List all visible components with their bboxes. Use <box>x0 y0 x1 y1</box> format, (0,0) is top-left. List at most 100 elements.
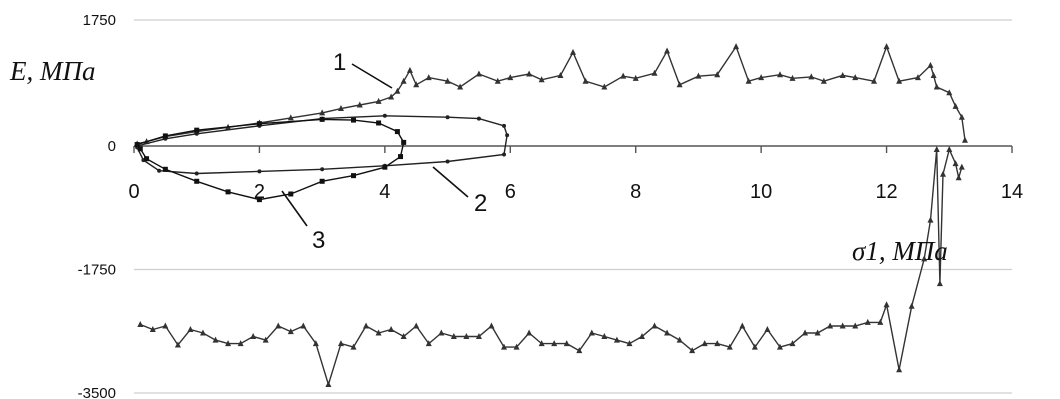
curve-1-upper-point-29 <box>632 74 639 81</box>
curve-3-point-11 <box>351 173 356 179</box>
curve-1-lower-line <box>140 147 963 387</box>
curve-1-upper-point-39 <box>789 74 796 81</box>
x-tick-label-1: 2 <box>254 181 265 203</box>
curve-1-upper-point-27 <box>601 83 608 90</box>
curve-3 <box>134 116 407 203</box>
curve-1-lower-point-5 <box>199 329 206 336</box>
curve-1-upper-point-52 <box>952 102 959 109</box>
curve-2-point-7 <box>476 116 481 121</box>
curve-1-upper-point-14 <box>406 66 413 73</box>
x-tick-label-4: 8 <box>630 181 641 203</box>
curve-2-point-5 <box>382 113 387 118</box>
curve-1-lower-point-41 <box>651 322 658 329</box>
curve-1-lower-point-61 <box>896 366 903 373</box>
curve-1-upper-point-15 <box>413 81 420 88</box>
curve-1-upper-point-22 <box>526 70 533 77</box>
curve-1-lower-point-23 <box>425 340 432 347</box>
curve-1-lower-point-68 <box>946 146 953 153</box>
curve-2-point-16 <box>157 168 162 173</box>
curve-1-upper-point-16 <box>425 74 432 81</box>
x-tick-label-0: 0 <box>128 181 139 203</box>
curve-1-lower-point-33 <box>551 340 558 347</box>
curve-3-point-9 <box>398 154 404 160</box>
curve-1-lower-point-66 <box>936 280 943 287</box>
curve-1-lower-point-16 <box>337 340 344 347</box>
curve-1-upper-point-53 <box>958 113 965 120</box>
curve-3-point-4 <box>319 116 325 122</box>
curve-2-point-11 <box>445 159 450 164</box>
y-axis-title: Е, МПа <box>9 56 95 86</box>
curve-1-upper-point-13 <box>400 77 407 84</box>
curve-1-upper-point-31 <box>664 47 671 54</box>
curve-1-lower-point-10 <box>262 336 269 343</box>
curve-1-lower-point-26 <box>463 333 470 340</box>
curve-1-upper-point-49 <box>930 71 937 78</box>
x-tick-label-7: 14 <box>1001 181 1023 203</box>
curve-2 <box>135 113 510 176</box>
curve-1-upper-point-50 <box>933 83 940 90</box>
curve-1-upper-point-11 <box>388 93 395 100</box>
curve-2-point-13 <box>320 167 325 172</box>
curve-1-lower-point-71 <box>958 163 965 170</box>
curve-3-point-8 <box>401 139 407 145</box>
curve-2-line <box>136 115 508 175</box>
curve-1-upper-point-54 <box>961 136 968 143</box>
annotation-1: 1 <box>333 49 346 76</box>
curve-1-lower-point-56 <box>839 322 846 329</box>
curve-1-lower-point-42 <box>664 329 671 336</box>
curve-1-lower-point-35 <box>576 347 583 354</box>
annotation-3-leader <box>281 190 308 227</box>
y-tick-label-0: -3500 <box>78 385 116 399</box>
curve-1-upper-point-41 <box>820 77 827 84</box>
curve-1-lower-point-52 <box>789 340 796 347</box>
curve-1-upper-point-18 <box>457 83 464 90</box>
curve-1-lower-point-15 <box>325 381 332 388</box>
curve-1-lower-point-12 <box>287 328 294 335</box>
curve-1-lower-point-32 <box>538 340 545 347</box>
curve-2-point-15 <box>194 171 199 176</box>
curve-1-lower-point-8 <box>237 340 244 347</box>
x-tick-labels: 0 2 4 6 8 10 12 14 <box>128 181 1023 203</box>
curve-1-lower-point-4 <box>187 325 194 332</box>
curve-1-lower-point-49 <box>751 343 758 350</box>
curve-1-upper-point-7 <box>319 109 326 116</box>
y-tick-label-2: 0 <box>108 138 116 155</box>
curve-1-upper-point-47 <box>914 74 921 81</box>
curve-1-upper-point-17 <box>444 77 451 84</box>
curve-1-lower-point-22 <box>413 322 420 329</box>
curve-3-point-19 <box>137 146 143 152</box>
curve-1-lower-point-44 <box>689 347 696 354</box>
curve-1-lower-point-27 <box>475 333 482 340</box>
curve-2-point-9 <box>505 133 510 138</box>
curve-1-upper-point-40 <box>808 73 815 80</box>
curve-1-upper-point-25 <box>570 48 576 55</box>
curve-1-lower-point-53 <box>802 329 809 336</box>
curve-1-upper-point-42 <box>839 71 846 78</box>
curve-1-upper-point-43 <box>852 74 859 81</box>
x-tick-label-2: 4 <box>379 181 390 203</box>
curve-1-upper-point-37 <box>758 74 765 81</box>
curve-1-upper-point-26 <box>582 77 589 84</box>
curve-3-point-7 <box>394 129 400 135</box>
curve-1-upper-point-8 <box>337 105 344 112</box>
curve-1-lower-point-7 <box>225 340 232 347</box>
curve-3-point-15 <box>225 189 231 195</box>
curve-1-lower-point-69 <box>952 160 959 167</box>
curve-3-point-1 <box>162 133 168 139</box>
curve-1-upper-point-48 <box>927 61 934 68</box>
curve-1-lower-point-51 <box>776 343 783 350</box>
curve-1-lower-point-17 <box>350 343 357 350</box>
curve-1-lower-point-31 <box>526 329 533 336</box>
curve-1-upper-point-19 <box>475 70 482 77</box>
curve-1-upper-point-46 <box>896 77 903 84</box>
curve-1-lower-point-67 <box>940 170 947 177</box>
curve-1-lower-point-25 <box>450 333 457 340</box>
series-layer <box>134 43 968 388</box>
curve-1-upper-point-9 <box>356 101 363 108</box>
curve-1-lower-point-57 <box>852 322 859 329</box>
curve-1-lower-point-37 <box>601 333 608 340</box>
curve-1-lower-point-13 <box>300 322 307 329</box>
curve-1-lower-point-43 <box>676 336 683 343</box>
curve-1-lower-point-28 <box>488 322 495 329</box>
